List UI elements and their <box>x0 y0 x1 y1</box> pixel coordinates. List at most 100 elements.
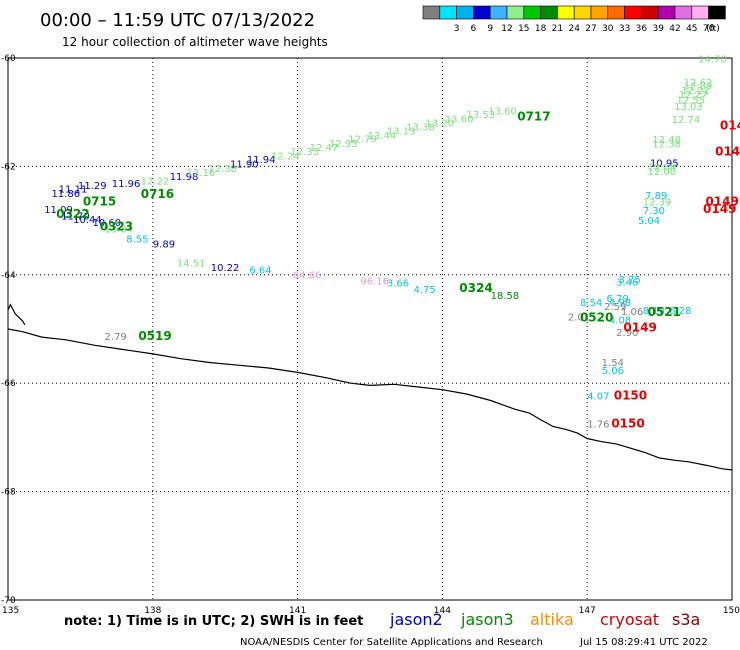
pass-time-label: 0148 <box>715 145 740 159</box>
wave-height-value: 7.30 <box>643 206 665 217</box>
wave-height-value: 5.04 <box>638 216 660 227</box>
pass-time-label: 0519 <box>138 329 171 343</box>
antarctic-coastline <box>7 328 733 471</box>
wave-height-value: 1.54 <box>602 358 624 369</box>
longitude-ticks: 135 138 141 144 147 150 <box>2 606 740 616</box>
wave-height-value: 1.06 <box>621 307 643 318</box>
wave-height-value: 13.84 <box>105 225 134 236</box>
wave-height-value: 11.11 <box>59 184 88 195</box>
wave-height-value: 3.75 <box>619 275 641 286</box>
wave-height-value: 10.95 <box>650 158 679 169</box>
legend-label: 36 <box>636 24 648 34</box>
legend-swatch <box>674 5 693 20</box>
legend-label: 39 <box>652 24 664 34</box>
wave-height-value: 12.21 <box>681 86 710 97</box>
wave-height-value: 11.70 <box>61 212 90 223</box>
legend-label: 24 <box>568 24 580 34</box>
pass-time-label: 0149 <box>705 194 738 208</box>
lat-lon-grid <box>8 58 732 600</box>
legend-label: 70 <box>703 24 715 34</box>
latitude-tick-label: -70 <box>1 596 16 606</box>
wave-height-value: 2.90 <box>616 328 638 339</box>
wave-height-value: 4.98 <box>609 298 631 309</box>
pass-time-label: 0521 <box>648 305 681 319</box>
wave-height-value: 11.96 <box>112 179 141 190</box>
wave-height-value: 12.33 <box>290 147 319 158</box>
wave-height-value: 4.08 <box>609 316 631 327</box>
wave-height-value: 11.90 <box>230 159 259 170</box>
legend-label: 3 <box>454 24 460 34</box>
pass-time-label: 0520 <box>580 310 613 324</box>
wave-height-value: 11.29 <box>78 181 107 192</box>
legend-swatch <box>523 5 541 20</box>
wave-height-value: 12.38 <box>652 139 681 150</box>
pass-time-label: 0717 <box>517 109 550 123</box>
page-subtitle: 12 hour collection of altimeter wave hei… <box>62 35 328 49</box>
wave-height-value: 10.22 <box>211 263 240 274</box>
wave-height-value: 64.66 <box>293 271 322 282</box>
legend-label: 18 <box>535 24 547 34</box>
wave-height-value: 12.22 <box>141 176 170 187</box>
wave-height-value: 96.16 <box>360 277 389 288</box>
wave-height-value: 5.06 <box>602 366 624 377</box>
legend-swatch <box>641 5 659 20</box>
legend-label: 9 <box>487 24 493 34</box>
wave-height-value: 12.27 <box>679 90 708 101</box>
wave-height-value: 13.20 <box>426 118 455 129</box>
legend-swatch <box>708 5 726 20</box>
wave-height-value: 12.95 <box>329 139 358 150</box>
legend-swatch <box>456 5 474 20</box>
wave-height-value: 13.60 <box>445 114 474 125</box>
latitude-tick-label: -66 <box>1 379 16 389</box>
pass-time-label: 0149 <box>623 321 656 335</box>
wave-height-value: 1.76 <box>587 420 609 431</box>
legend-swatch <box>489 5 508 20</box>
wave-height-value: 8.10 <box>643 306 665 317</box>
wave-height-value: 12.47 <box>310 143 339 154</box>
latitude-tick-label: -64 <box>1 271 16 281</box>
longitude-tick-label: 135 <box>2 606 19 616</box>
wave-height-value: 12.79 <box>348 135 377 146</box>
pass-time-label: 0150 <box>614 388 647 402</box>
satellite-name: altika <box>530 610 574 629</box>
legend-unit: (ft) <box>706 24 720 34</box>
wave-height-value: 11.09 <box>44 205 73 216</box>
legend-label: 27 <box>585 24 596 34</box>
legend-label: 12 <box>501 24 512 34</box>
footer-note: note: 1) Time is in UTC; 2) SWH is in fe… <box>64 614 363 629</box>
wave-height-value: 14.70 <box>698 54 727 65</box>
wave-height-value: 3.66 <box>387 279 409 290</box>
legend-swatch <box>540 5 558 20</box>
legend-swatch <box>439 5 457 20</box>
wave-height-value: 4.75 <box>413 285 435 296</box>
pass-time-label: 0716 <box>141 187 174 201</box>
wave-height-labels: 14.51 10.22 6.64 64.66 96.163.66 4.75 18.58 3.7… <box>44 54 727 430</box>
legend-swatch <box>657 5 676 20</box>
legend-label: 45 <box>686 24 697 34</box>
pass-time-label: 0324 <box>459 281 492 295</box>
wave-height-value: 12.48 <box>652 135 681 146</box>
legend-swatch <box>624 5 642 20</box>
legend-label: 15 <box>518 24 529 34</box>
wave-height-value: 2.01 <box>568 312 590 323</box>
legend-swatch <box>422 5 441 20</box>
satellite-name: jason3 <box>460 610 514 629</box>
footer-credit: NOAA/NESDIS Center for Satellite Applica… <box>240 637 543 648</box>
legend-label: 33 <box>619 24 630 34</box>
pass-time-label: 0715 <box>83 194 116 208</box>
wave-height-value: 12.39 <box>643 197 672 208</box>
footer-timestamp: Jul 15 08:29:41 UTC 2022 <box>579 637 708 648</box>
wave-height-value: 12.74 <box>672 115 701 126</box>
wave-height-value: 18.58 <box>491 291 520 302</box>
wave-height-value: 13.13 <box>387 126 416 137</box>
latitude-tick-label: -60 <box>1 54 16 64</box>
wave-height-value: 14.51 <box>177 259 206 270</box>
legend-swatch <box>473 5 491 20</box>
wave-height-value: 8.54 <box>580 298 602 309</box>
wave-height-value: 6.28 <box>669 306 691 317</box>
wave-height-value: 12.62 <box>684 78 713 89</box>
pass-time-label: 0323 <box>100 219 133 233</box>
pass-time-label: 0150 <box>611 417 644 431</box>
wave-height-value: 8.55 <box>126 234 148 245</box>
